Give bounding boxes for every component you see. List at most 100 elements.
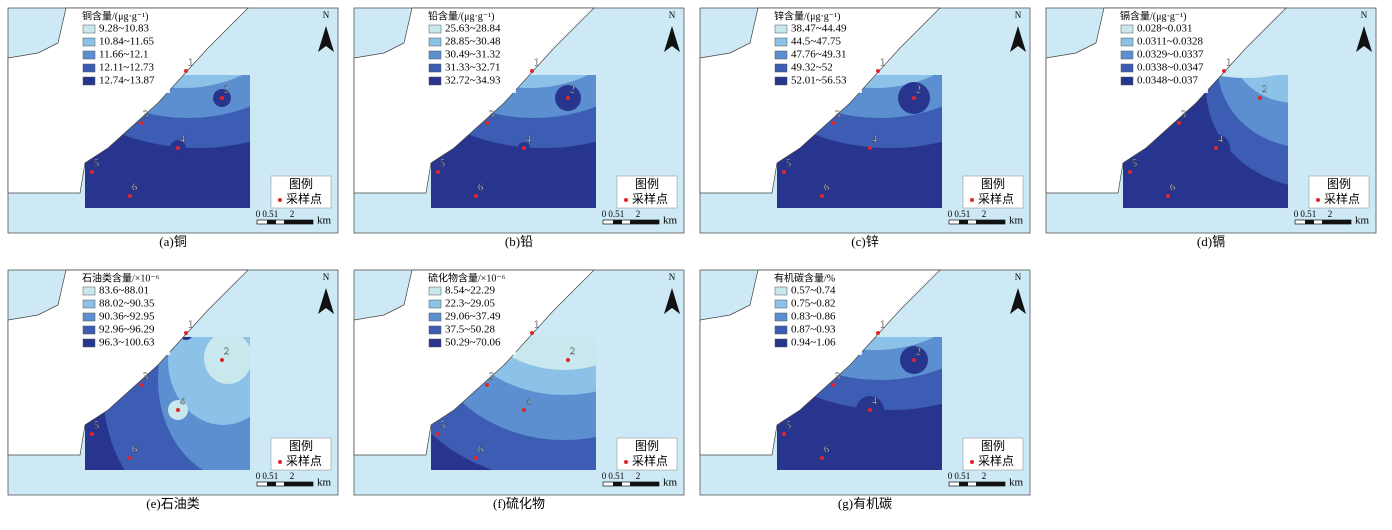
legend-class: 32.72~34.93 (445, 75, 501, 87)
sample-point (436, 170, 440, 174)
sample-point (139, 383, 143, 387)
scale-bar-seg (976, 482, 1005, 486)
legend-class: 44.5~47.75 (791, 36, 841, 48)
legend-class: 12.74~13.87 (99, 75, 155, 87)
north-label: N (1015, 10, 1022, 20)
sample-point (876, 331, 880, 335)
legend-item: 采样点 (1324, 191, 1360, 206)
point-legend-box (962, 175, 1024, 209)
point-label: 6 (132, 182, 137, 193)
scale-label: 0 (948, 471, 953, 481)
sample-point (868, 408, 872, 412)
scale-label: 1 (966, 209, 971, 219)
scale-label: 0 (602, 209, 607, 219)
legend-swatch (774, 325, 788, 335)
scale-bar-seg (630, 220, 659, 224)
legend-class: 37.5~50.28 (445, 324, 495, 336)
point-label: 3 (489, 109, 494, 120)
contour-zone (1239, 75, 1288, 103)
point-label: 6 (132, 444, 137, 455)
sample-point (820, 194, 824, 198)
legend-swatch (1120, 50, 1134, 60)
point-legend-box (962, 437, 1024, 471)
legend-class: 0.0348~0.037 (1137, 75, 1198, 87)
sample-point (1166, 194, 1170, 198)
point-label: 1 (188, 319, 193, 330)
north-label: N (1361, 10, 1368, 20)
sample-point (530, 331, 534, 335)
land (699, 269, 941, 456)
sample-point (128, 194, 132, 198)
legend-class: 8.54~22.29 (445, 285, 495, 297)
sample-point (831, 121, 835, 125)
legend-swatch (428, 76, 442, 86)
legend-swatch (774, 299, 788, 309)
sample-point (485, 121, 489, 125)
legend-swatch (1120, 63, 1134, 73)
point-label: 4 (872, 396, 877, 407)
legend-class: 0.0329~0.0337 (1137, 49, 1204, 61)
legend-heading: 图例 (289, 177, 313, 191)
legend-swatch (82, 24, 96, 34)
legend-heading: 图例 (635, 177, 659, 191)
sample-point (782, 170, 786, 174)
point-label: 6 (1170, 182, 1175, 193)
sample-point (1222, 69, 1226, 73)
scale-unit: km (317, 215, 332, 227)
point-label: 3 (143, 109, 148, 120)
legend-point (624, 460, 628, 464)
legend-class: 52.01~56.53 (791, 75, 847, 87)
scale-label: 0.5 (1300, 209, 1312, 219)
sample-point (90, 170, 94, 174)
point-label: 2 (1262, 84, 1267, 95)
legend-swatch (428, 50, 442, 60)
scale-label: 0 (256, 471, 261, 481)
scale-label: 0 (602, 471, 607, 481)
sample-point (176, 408, 180, 412)
point-label: 6 (478, 182, 483, 193)
caption: (a)铜 (159, 234, 186, 249)
legend-class: 25.63~28.84 (445, 23, 501, 35)
legend-class: 0.0311~0.0328 (1137, 36, 1204, 48)
sample-point (184, 331, 188, 335)
point-label: 2 (916, 346, 921, 357)
scale-unit: km (663, 477, 678, 489)
scale-label: 2 (290, 471, 295, 481)
legend-swatch (82, 299, 96, 309)
sample-point (436, 432, 440, 436)
point-label: 3 (143, 371, 148, 382)
legend-swatch (774, 24, 788, 34)
legend-swatch (774, 76, 788, 86)
scale-label: 1 (274, 471, 279, 481)
legend-swatch (774, 37, 788, 47)
sample-point (139, 121, 143, 125)
point-legend-box (1308, 175, 1370, 209)
legend-heading: 图例 (981, 439, 1005, 453)
sample-point (1258, 96, 1262, 100)
land (699, 7, 941, 194)
point-label: 3 (489, 371, 494, 382)
legend-class: 92.96~96.29 (99, 324, 155, 336)
legend-swatch (774, 50, 788, 60)
sample-point (90, 432, 94, 436)
scale-label: 1 (274, 209, 279, 219)
map-panel: 123456铜含量/(μg·g⁻¹)9.28~10.8310.84~11.651… (7, 7, 339, 234)
sample-point (820, 456, 824, 460)
legend-class: 47.76~49.31 (791, 49, 846, 61)
legend-heading: 图例 (981, 177, 1005, 191)
sample-point (782, 432, 786, 436)
scale-label: 0.5 (608, 209, 620, 219)
legend-swatch (428, 37, 442, 47)
legend-swatch (1120, 24, 1134, 34)
caption: (g)有机碳 (838, 496, 892, 511)
scale-bar-seg (267, 482, 276, 486)
scale-label: 0.5 (262, 471, 274, 481)
point-label: 1 (188, 57, 193, 68)
point-legend-box (270, 437, 332, 471)
land (7, 269, 249, 456)
legend-swatch (774, 286, 788, 296)
legend-swatch (774, 63, 788, 73)
legend-class: 0.028~0.031 (1137, 23, 1192, 35)
point-label: 5 (94, 420, 99, 431)
caption: (f)硫化物 (493, 496, 545, 511)
